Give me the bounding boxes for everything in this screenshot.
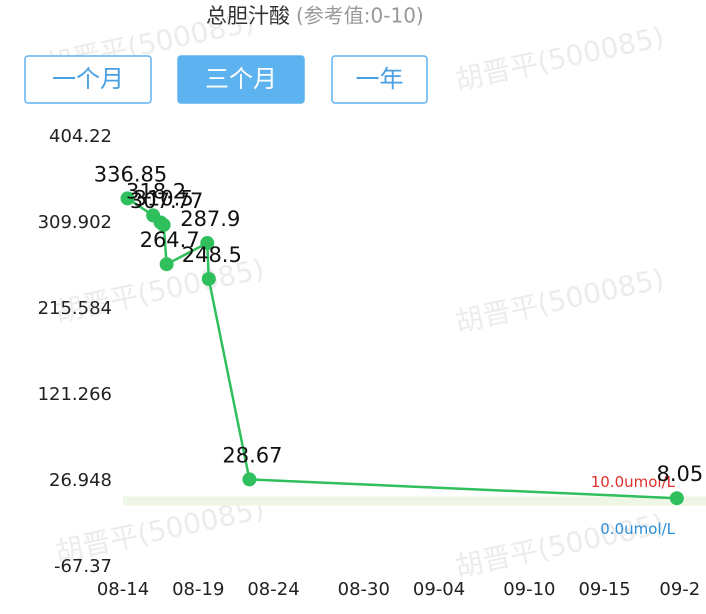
data-label: 28.67 [222,443,282,467]
button-label[interactable]: 一年 [356,65,404,93]
range-button[interactable]: 三个月 [177,55,305,104]
x-tick-label: 09-10 [503,579,555,600]
x-tick-label: 09-15 [578,579,630,600]
reference-upper-label: 10.0umol/L [591,473,676,491]
data-point [242,472,257,487]
y-tick-label: 26.948 [49,470,112,491]
data-point [669,491,684,506]
x-tick-label: 08-24 [247,579,299,600]
y-tick-label: 121.266 [38,384,112,405]
data-label: 248.5 [182,243,242,267]
button-box[interactable] [24,55,152,104]
x-tick-label: 09-2 [659,579,700,600]
watermark: 胡晋平(500085) [452,262,667,339]
y-tick-label: 215.584 [38,298,112,319]
x-tick-label: 08-14 [97,579,149,600]
data-label: 307.77 [130,189,203,213]
chart-subtitle: (参考值:0-10) [296,4,424,28]
data-point [200,236,215,251]
data-point [120,191,135,206]
button-box[interactable] [331,55,428,104]
x-tick-label: 09-04 [413,579,465,600]
data-point [201,271,216,286]
plot: -67.37 26.948 121.266 215.584 309.902 404.22 0… [38,126,706,600]
x-tick-label: 08-30 [338,579,390,600]
data-label: 8.05 [656,462,703,486]
button-label[interactable]: 一个月 [52,65,124,93]
range-button[interactable]: 一年 [331,55,428,104]
reference-lower-label: 0.0umol/L [600,520,675,538]
button-box[interactable] [177,55,305,104]
watermark: 胡晋平(500085) [452,507,667,584]
watermark: 胡晋平(500085) [452,20,667,97]
data-label: 287.9 [180,207,240,231]
range-buttons: 一个月 三个月 一年 [24,55,428,104]
data-label: 336.85 [94,162,167,186]
y-tick-label: 309.902 [38,212,112,233]
range-button[interactable]: 一个月 [24,55,152,104]
y-tick-label: 404.22 [49,126,112,147]
data-label: 310.5 [134,186,194,210]
data-point [159,257,174,272]
x-tick-label: 08-19 [172,579,224,600]
y-tick-label: -67.37 [54,556,112,577]
reference-band [123,496,706,506]
button-label[interactable]: 三个月 [205,65,277,93]
chart-title: 总胆汁酸 [206,4,290,28]
data-label: 318.2 [126,179,186,203]
data-label: 264.7 [140,228,200,252]
data-point [156,217,171,232]
